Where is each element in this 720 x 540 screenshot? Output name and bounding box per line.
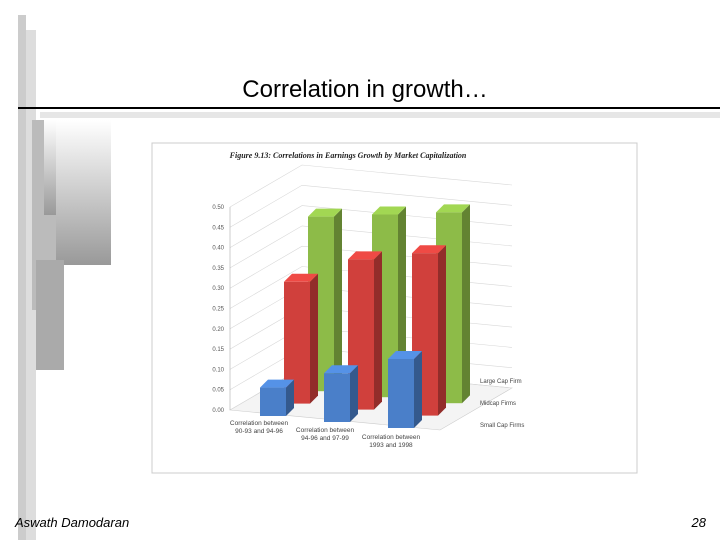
- slide-title: Correlation in growth…: [242, 76, 487, 103]
- grid-line: [229, 164, 513, 208]
- bar-front: [260, 387, 286, 416]
- legend-label: Midcap Firms: [480, 401, 516, 407]
- decor: [56, 120, 111, 265]
- bar-front: [324, 373, 350, 422]
- bar-side: [286, 379, 294, 416]
- grid-line: [229, 184, 513, 228]
- bar-side: [438, 245, 446, 416]
- bar-side: [462, 204, 470, 404]
- y-tick-label: 0.00: [212, 408, 224, 414]
- bar-top: [412, 245, 446, 254]
- bar-side: [310, 273, 318, 404]
- bar-top: [372, 206, 406, 215]
- decor: [18, 15, 26, 540]
- bar: [324, 365, 358, 422]
- x-tick-label: Correlation between 90-93 and 94-96: [229, 420, 289, 435]
- bar: [260, 379, 294, 416]
- y-tick-label: 0.15: [212, 347, 224, 353]
- y-tick-label: 0.50: [212, 205, 224, 211]
- bar-side: [350, 365, 358, 422]
- y-tick-label: 0.05: [212, 388, 224, 394]
- plot: 0.00 0.05 0.10 0.15 0.20 0.25 0.30 0.35 0.40 0.45…: [212, 164, 524, 431]
- bar-top: [348, 251, 382, 260]
- y-tick-label: 0.25: [212, 307, 224, 313]
- footer: Aswath Damodaran: [14, 515, 129, 530]
- bar-side: [334, 208, 342, 392]
- bar-top: [388, 350, 422, 359]
- bar-side: [414, 350, 422, 428]
- decor: [40, 112, 720, 118]
- bar-front: [388, 358, 414, 428]
- y-tick-label: 0.10: [212, 367, 224, 373]
- bar-side: [398, 206, 406, 398]
- legend-label: Large Cap Firm: [480, 379, 522, 385]
- bar: [388, 350, 422, 428]
- bar-top: [284, 273, 318, 282]
- bar-top: [308, 208, 342, 217]
- y-tick-label: 0.45: [212, 225, 224, 231]
- page-number: 28: [691, 515, 707, 530]
- x-tick-label: Correlation between 94-96 and 97-99: [295, 427, 355, 442]
- y-tick-label: 0.20: [212, 327, 224, 333]
- y-tick-label: 0.35: [212, 266, 224, 272]
- bar-side: [374, 251, 382, 410]
- chart-title: Figure 9.13: Correlations in Earnings Gr…: [229, 151, 467, 160]
- x-tick-label: Correlation between 1993 and 1998: [361, 434, 421, 449]
- legend-label: Small Cap Firms: [480, 423, 524, 429]
- y-tick-label: 0.30: [212, 286, 224, 292]
- bar-top: [324, 365, 358, 374]
- decor: [36, 260, 64, 370]
- y-tick-label: 0.40: [212, 246, 224, 252]
- decor: [26, 30, 36, 540]
- bar-top: [436, 204, 470, 213]
- bar-top: [260, 379, 294, 388]
